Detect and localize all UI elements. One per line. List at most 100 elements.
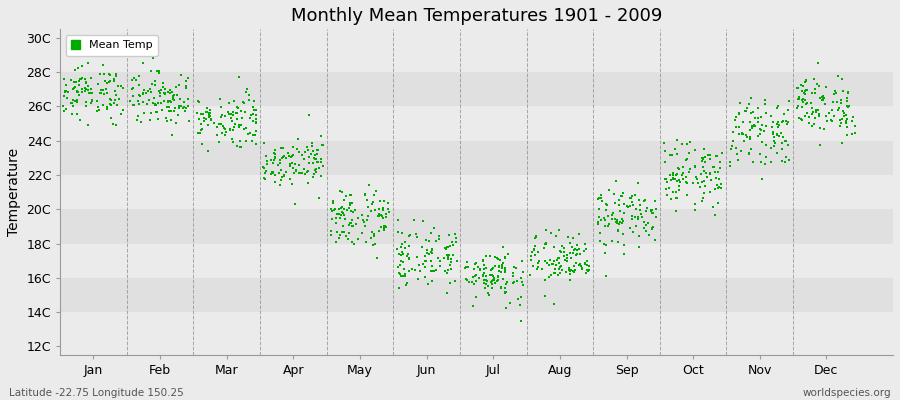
Point — [476, 273, 491, 279]
Point — [659, 186, 673, 192]
Point — [496, 244, 510, 250]
Point — [574, 263, 589, 269]
Point — [194, 127, 208, 133]
Point — [324, 206, 338, 212]
Point — [735, 119, 750, 125]
Point — [491, 278, 505, 284]
Point — [100, 80, 114, 86]
Point — [547, 258, 562, 265]
Point — [376, 205, 391, 211]
Point — [569, 252, 583, 258]
Point — [759, 123, 773, 129]
Point — [840, 132, 854, 138]
Point — [764, 124, 778, 130]
Point — [605, 212, 619, 218]
Point — [840, 124, 854, 130]
Point — [226, 111, 240, 118]
Point — [394, 244, 409, 250]
Point — [708, 211, 723, 218]
Point — [490, 255, 504, 261]
Point — [204, 117, 219, 124]
Point — [399, 282, 413, 288]
Point — [357, 222, 372, 229]
Point — [844, 131, 859, 138]
Point — [662, 184, 676, 191]
Point — [89, 108, 104, 114]
Point — [837, 112, 851, 119]
Point — [538, 240, 553, 247]
Point — [306, 148, 320, 154]
Point — [498, 254, 512, 260]
Point — [794, 82, 808, 88]
Point — [672, 166, 687, 172]
Point — [528, 252, 543, 258]
Point — [670, 195, 685, 202]
Point — [225, 118, 239, 124]
Point — [553, 264, 567, 271]
Point — [153, 90, 167, 96]
Point — [130, 116, 144, 123]
Point — [125, 93, 140, 100]
Point — [68, 84, 83, 90]
Point — [486, 275, 500, 282]
Point — [429, 238, 444, 244]
Point — [290, 146, 304, 152]
Point — [100, 90, 114, 96]
Point — [676, 164, 690, 170]
Point — [85, 96, 99, 103]
Point — [688, 147, 703, 153]
Point — [402, 255, 417, 262]
Point — [795, 104, 809, 110]
Point — [441, 267, 455, 273]
Point — [460, 259, 474, 266]
Point — [836, 108, 850, 115]
Point — [194, 130, 208, 136]
Point — [494, 284, 508, 290]
Point — [266, 160, 280, 166]
Point — [590, 196, 605, 202]
Bar — [60, 38, 893, 72]
Point — [425, 247, 439, 253]
Point — [149, 67, 164, 74]
Point — [789, 85, 804, 92]
Point — [697, 146, 711, 152]
Point — [562, 277, 577, 283]
Point — [531, 249, 545, 255]
Point — [367, 207, 382, 213]
Point — [402, 256, 417, 262]
Point — [425, 267, 439, 274]
Point — [274, 177, 288, 184]
Point — [401, 256, 416, 262]
Point — [579, 246, 593, 253]
Point — [132, 92, 147, 99]
Point — [680, 156, 695, 162]
Point — [73, 117, 87, 123]
Point — [326, 200, 340, 206]
Point — [310, 159, 325, 165]
Point — [202, 110, 217, 116]
Point — [472, 263, 486, 270]
Point — [569, 260, 583, 266]
Point — [478, 285, 492, 292]
Point — [658, 159, 672, 166]
Point — [335, 229, 349, 236]
Point — [129, 77, 143, 83]
Point — [755, 176, 770, 182]
Point — [775, 140, 789, 146]
Point — [570, 247, 584, 254]
Point — [176, 105, 191, 112]
Point — [742, 136, 757, 142]
Point — [426, 262, 440, 269]
Point — [72, 91, 86, 98]
Point — [595, 198, 609, 204]
Point — [538, 258, 553, 264]
Point — [739, 132, 753, 138]
Point — [676, 170, 690, 176]
Point — [623, 203, 637, 210]
Point — [763, 159, 778, 166]
Point — [438, 268, 453, 274]
Point — [799, 86, 814, 93]
Point — [611, 221, 625, 228]
Point — [815, 96, 830, 103]
Point — [602, 187, 616, 193]
